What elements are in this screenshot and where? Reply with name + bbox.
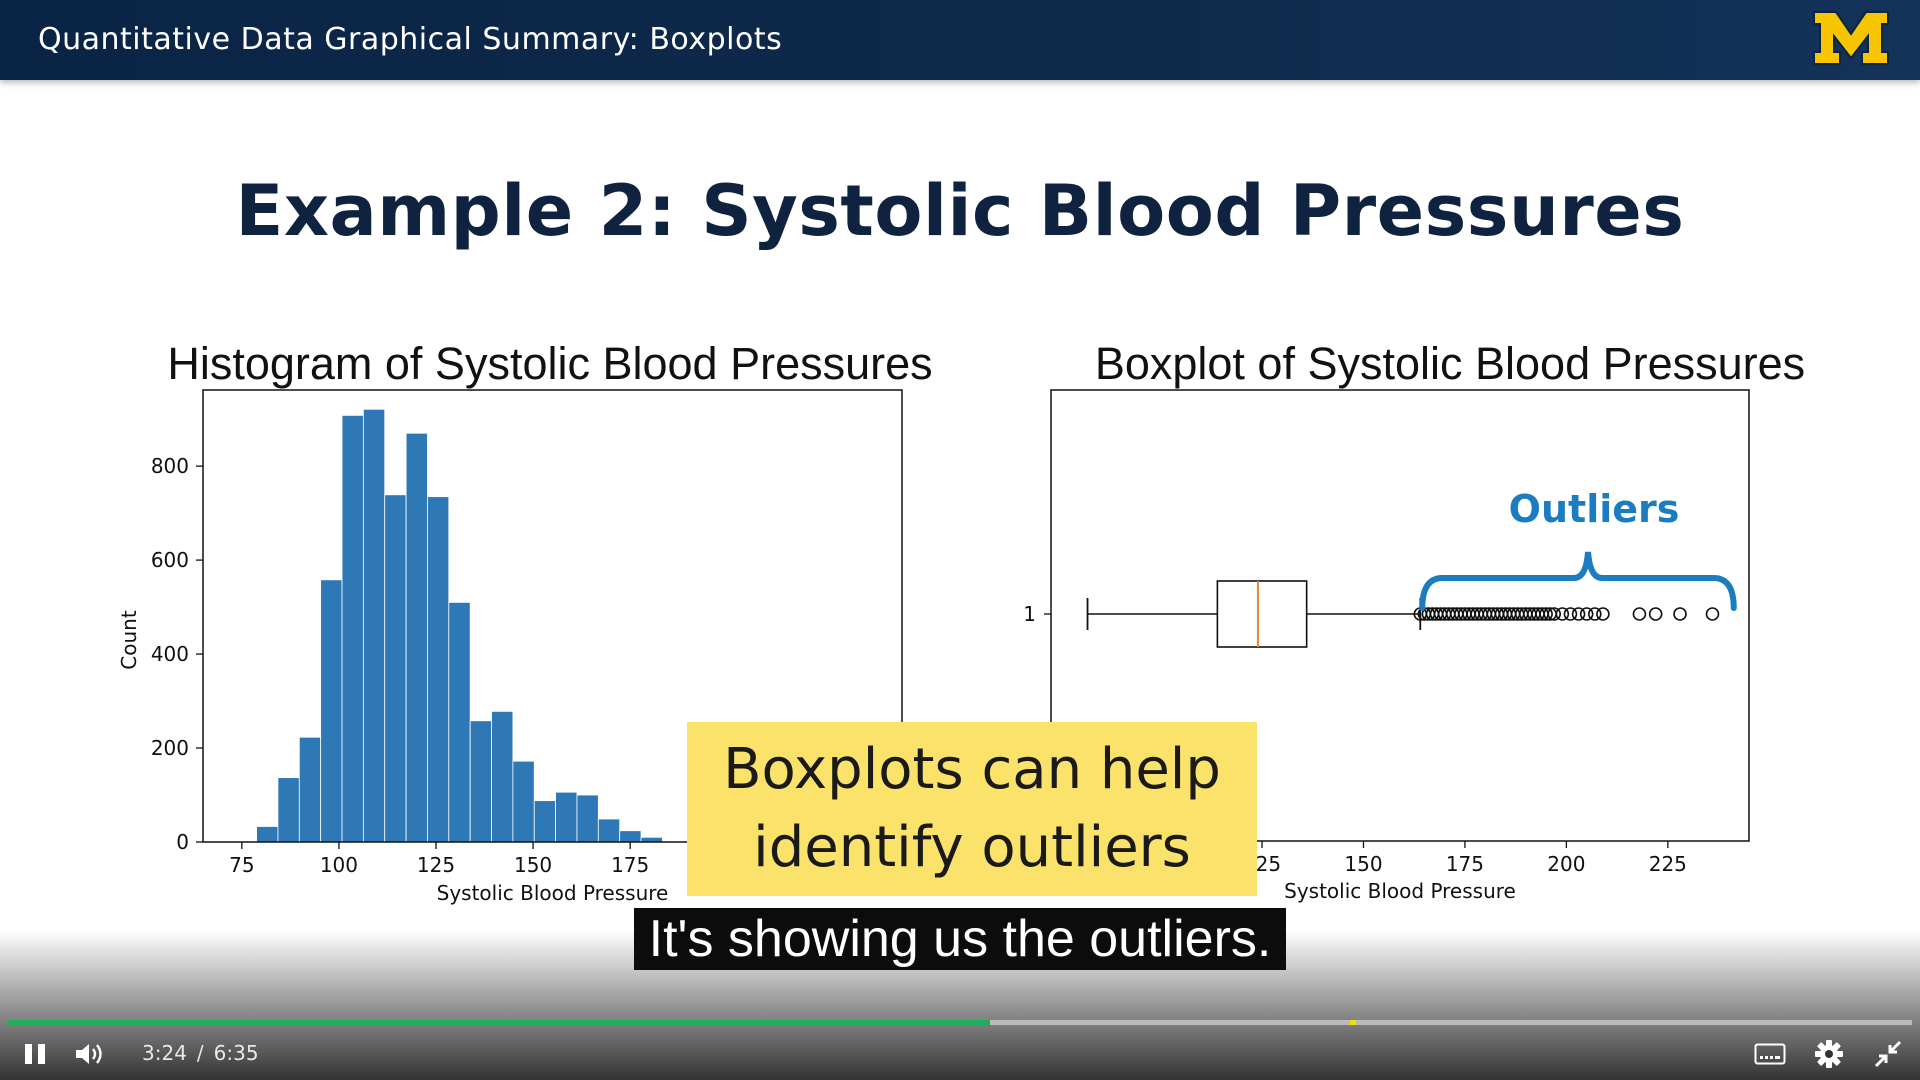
closed-captions-icon[interactable] — [1754, 1042, 1786, 1066]
histogram-y-tick-label: 0 — [176, 830, 189, 854]
histogram-bar — [341, 414, 364, 843]
boxplot-outlier-point — [1579, 607, 1594, 621]
histogram-bar — [384, 494, 407, 843]
boxplot-y-tick-label: 1 — [1023, 602, 1036, 626]
pause-icon[interactable] — [22, 1040, 48, 1068]
time-display: 3:24 / 6:35 — [142, 1041, 259, 1065]
boxplot-x-tick-label: 200 — [1547, 852, 1585, 876]
histogram-bar — [320, 579, 343, 843]
boxplot-outlier-point — [1539, 607, 1553, 621]
histogram-bar — [256, 826, 279, 843]
boxplot-x-tick-label: 225 — [1649, 852, 1687, 876]
course-header: Quantitative Data Graphical Summary: Box… — [0, 0, 1920, 80]
histogram-x-tick-label: 150 — [514, 853, 552, 877]
histogram-bar — [405, 432, 428, 843]
histogram-y-tick-label: 600 — [151, 548, 189, 572]
volume-icon[interactable] — [74, 1040, 108, 1068]
callout-box: Boxplots can help identify outliers — [687, 722, 1257, 896]
histogram-x-tick-label: 75 — [229, 853, 254, 877]
course-title: Quantitative Data Graphical Summary: Box… — [38, 22, 783, 57]
histogram-bar — [277, 777, 300, 843]
boxplot-outlier-point — [1673, 607, 1687, 621]
boxplot-outlier-point — [1705, 607, 1720, 621]
histogram-y-axis-label: Count — [117, 610, 141, 670]
outliers-bracket — [1419, 551, 1737, 611]
boxplot-title: Boxplot of Systolic Blood Pressures — [1094, 338, 1806, 389]
player-controls: 3:24 / 6:35 — [0, 1030, 1920, 1080]
histogram-frame — [202, 389, 903, 843]
histogram-y-tick-label: 400 — [151, 642, 189, 666]
progress-bar[interactable] — [8, 1020, 1912, 1025]
boxplot-box — [1216, 580, 1308, 648]
boxplot-outlier-point — [1571, 607, 1586, 621]
histogram-bar — [469, 720, 492, 843]
time-separator: / — [196, 1041, 204, 1065]
boxplot-outlier-point — [1555, 607, 1570, 621]
histogram-chart: 75 100 125 150 175 0 200 400 600 800 Systolic Bloo… — [117, 389, 903, 905]
histogram-bar — [555, 791, 578, 843]
histogram-x-tick-label: 100 — [320, 853, 358, 877]
callout-line-2: identify outliers — [753, 815, 1191, 880]
boxplot-outlier-point — [1632, 607, 1647, 621]
histogram-x-tick-label: 175 — [611, 853, 649, 877]
histogram-bar — [512, 760, 535, 843]
duration: 6:35 — [213, 1041, 259, 1065]
histogram-y-tick-label: 800 — [151, 454, 189, 478]
settings-gear-icon[interactable] — [1814, 1039, 1844, 1069]
subtitle-caption: It's showing us the outliers. — [634, 908, 1286, 970]
outliers-annotation-label: Outliers — [1509, 487, 1680, 531]
histogram-x-axis-label: Systolic Blood Pressure — [437, 881, 669, 905]
boxplot-x-tick-label: 175 — [1446, 852, 1484, 876]
callout-line-1: Boxplots can help — [723, 737, 1221, 802]
histogram-bar — [448, 601, 471, 843]
current-time: 3:24 — [142, 1041, 187, 1065]
progress-bar-marker — [1350, 1020, 1357, 1025]
boxplot-frame — [1050, 389, 1750, 842]
histogram-bar — [491, 710, 514, 843]
histogram-y-tick-label: 200 — [151, 736, 189, 760]
histogram-x-tick-label: 125 — [417, 853, 455, 877]
histogram-bar — [298, 736, 322, 843]
histogram-bar — [619, 830, 642, 843]
boxplot-x-axis-label: Systolic Blood Pressure — [1284, 879, 1516, 903]
histogram-bar — [533, 800, 557, 843]
boxplot-x-tick-label: 150 — [1344, 852, 1382, 876]
progress-bar-played — [8, 1020, 991, 1025]
slide-title: Example 2: Systolic Blood Pressures — [235, 170, 1685, 252]
boxplot-outlier-point — [1563, 607, 1578, 621]
histogram-bar — [576, 794, 599, 843]
michigan-m-logo-icon — [1813, 11, 1889, 65]
exit-fullscreen-icon[interactable] — [1874, 1040, 1902, 1068]
histogram-bar — [362, 408, 386, 843]
histogram-bar — [427, 496, 450, 843]
histogram-title: Histogram of Systolic Blood Pressures — [167, 338, 933, 389]
boxplot-outlier-point — [1596, 607, 1610, 621]
boxplot-outlier-point — [1547, 607, 1562, 621]
histogram-bar — [597, 818, 621, 843]
boxplot-outlier-point — [1648, 607, 1663, 621]
boxplot-outlier-point — [1587, 607, 1602, 621]
